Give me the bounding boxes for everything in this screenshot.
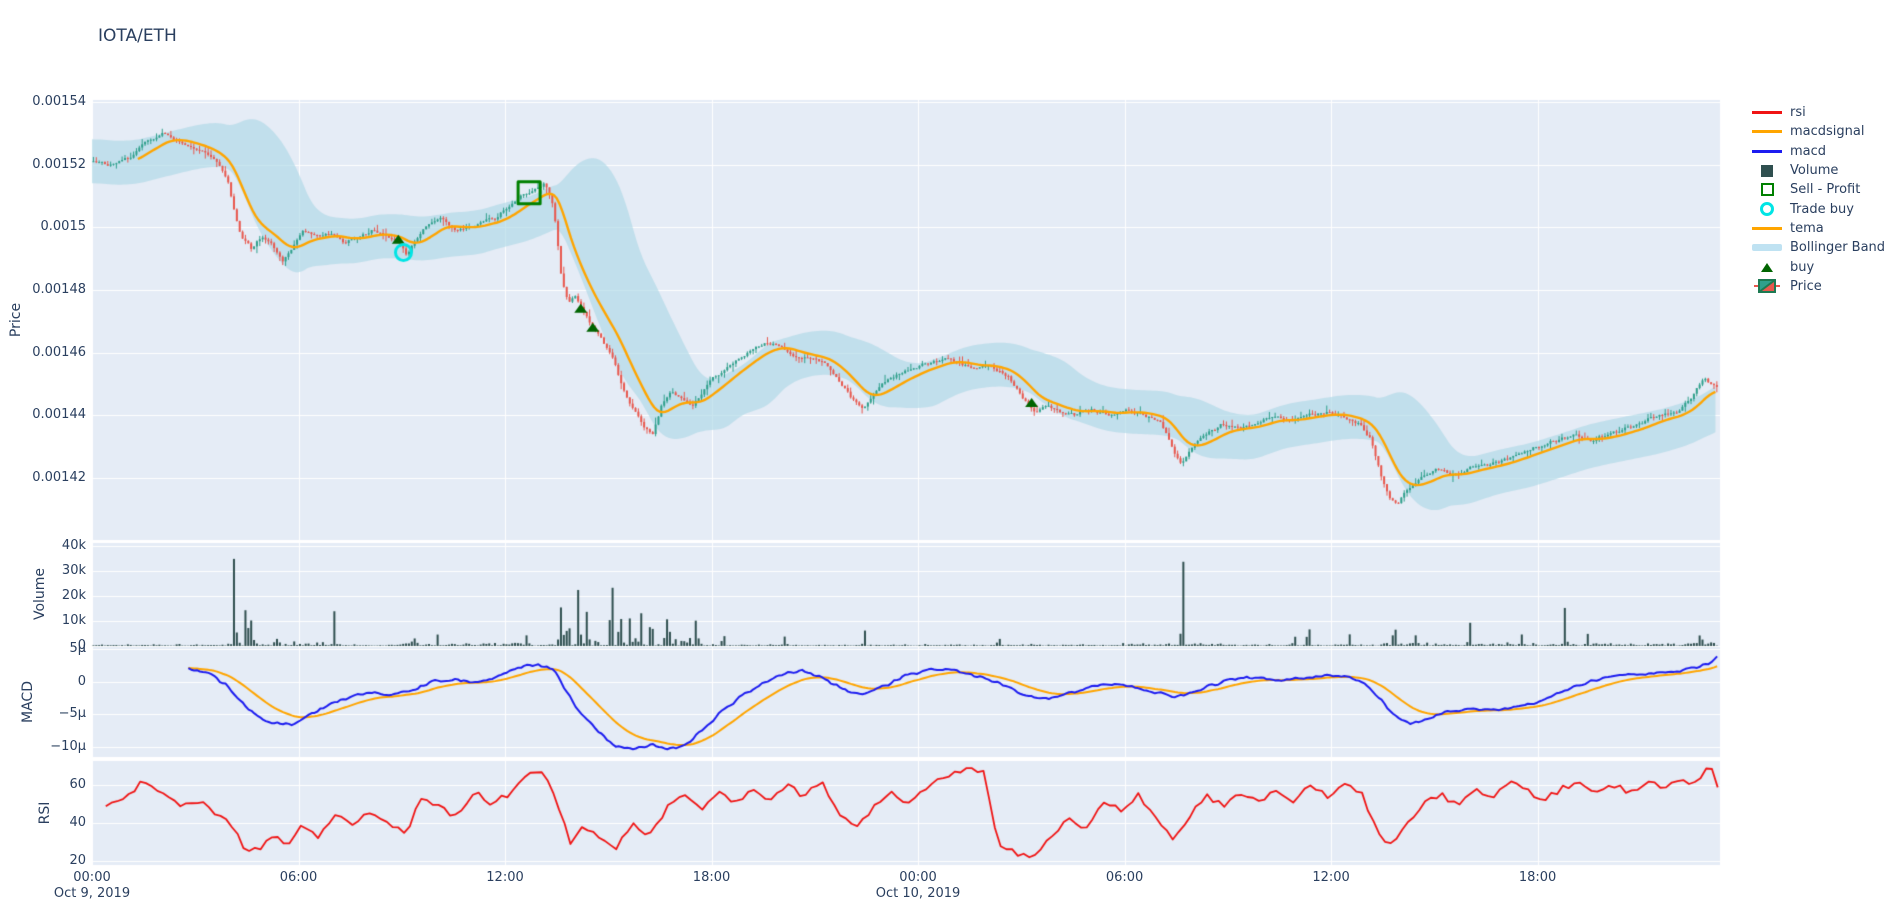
legend-item-rsi[interactable]: rsi — [1752, 103, 1885, 122]
x-tick-label: 12:00 — [1312, 870, 1350, 885]
x-tick-label: 12:00 — [486, 870, 524, 885]
legend-label-bollinger-band: Bollinger Band — [1790, 240, 1886, 256]
x-tick-label: 06:00 — [279, 870, 318, 885]
macd-tick-label: −5μ — [58, 706, 86, 722]
macd-tick-label: 0 — [77, 673, 86, 689]
legend-item-volume[interactable]: Volume — [1752, 161, 1885, 180]
legend-item-bollinger-band[interactable]: Bollinger Band — [1752, 238, 1885, 257]
legend-label-buy: buy — [1790, 259, 1815, 275]
x-tick-label: 18:00 — [692, 870, 731, 885]
x-tick-label: 18:00 — [1518, 870, 1557, 885]
tema-line-swatch-icon — [1752, 220, 1782, 236]
x-tick-label: 00:00 — [899, 870, 937, 885]
legend-item-trade-buy[interactable]: Trade buy — [1752, 199, 1885, 218]
price-axis-title: Price — [8, 302, 24, 338]
price-tick-label: 0.0015 — [40, 219, 87, 235]
x-tick-date: Oct 9, 2019 — [53, 886, 131, 901]
volume-square-icon — [1752, 163, 1782, 179]
legend-label-macdsignal: macdsignal — [1790, 124, 1865, 140]
sell-profit-open-square-icon — [1752, 182, 1782, 198]
legend: rsi macdsignal macd Volume Sell - Profit Trad… — [1752, 103, 1885, 296]
price-tick-label: 0.00142 — [32, 470, 86, 486]
x-tick-label: 06:00 — [1105, 870, 1144, 885]
legend-label-rsi: rsi — [1790, 105, 1806, 121]
macd-tick-label: −10μ — [50, 739, 86, 755]
legend-item-macdsignal[interactable]: macdsignal — [1752, 122, 1885, 141]
legend-label-sell-profit: Sell - Profit — [1790, 182, 1861, 198]
price-tick-label: 0.00146 — [32, 344, 86, 360]
bollinger-band-band-swatch-icon — [1752, 240, 1782, 256]
trade-buy-open-circle-icon — [1752, 201, 1782, 217]
macdsignal-line-swatch-icon — [1752, 124, 1782, 140]
volume-tick-label: 10k — [61, 613, 86, 629]
legend-label-trade-buy: Trade buy — [1790, 201, 1854, 217]
buy-triangle-icon — [1752, 259, 1782, 275]
legend-label-macd: macd — [1790, 143, 1827, 159]
volume-tick-label: 20k — [61, 588, 86, 604]
x-tick-date: Oct 10, 2019 — [875, 886, 961, 901]
x-tick-label: 00:00 — [73, 870, 111, 885]
legend-item-sell-profit[interactable]: Sell - Profit — [1752, 180, 1885, 199]
macd-tick-label: 5μ — [69, 640, 86, 656]
legend-item-buy[interactable]: buy — [1752, 257, 1885, 276]
rsi-tick-label: 20 — [69, 853, 86, 868]
price-tick-label: 0.00152 — [32, 156, 86, 172]
page-title: IOTA/ETH — [98, 26, 177, 46]
legend-item-tema[interactable]: tema — [1752, 219, 1885, 238]
volume-tick-label: 0 — [77, 638, 86, 653]
legend-label-volume: Volume — [1790, 163, 1839, 179]
rsi-line-swatch-icon — [1752, 105, 1782, 121]
macd-line-swatch-icon — [1752, 143, 1782, 159]
price-tick-label: 0.00148 — [32, 282, 86, 298]
legend-label-price: Price — [1790, 278, 1822, 294]
legend-item-price[interactable]: Price — [1752, 277, 1885, 296]
price-tick-label: 0.00154 — [32, 93, 86, 109]
legend-item-macd[interactable]: macd — [1752, 142, 1885, 161]
volume-tick-label: 30k — [61, 563, 86, 579]
rsi-tick-label: 40 — [69, 814, 86, 830]
rsi-tick-label: 60 — [69, 776, 86, 792]
price-candlestick-icon — [1752, 278, 1782, 294]
price-tick-label: 0.00144 — [32, 407, 86, 423]
legend-label-tema: tema — [1790, 220, 1824, 236]
volume-tick-label: 40k — [61, 538, 86, 554]
